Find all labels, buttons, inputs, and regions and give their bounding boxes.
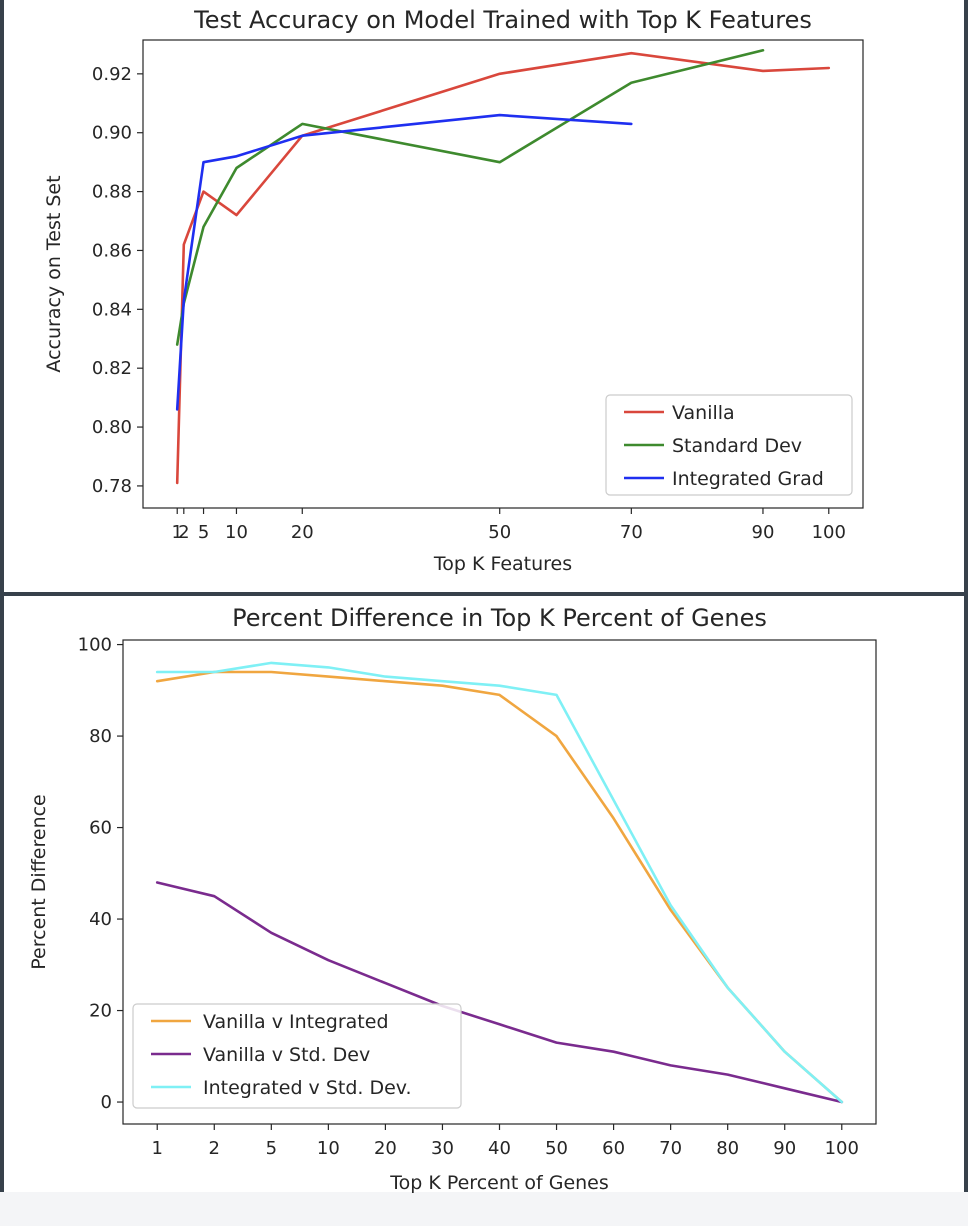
x-axis-label: Top K Features <box>433 553 572 575</box>
x-tick-label: 10 <box>317 1138 340 1159</box>
y-tick-label: 0.82 <box>92 358 132 379</box>
x-tick-label: 5 <box>198 522 209 543</box>
x-axis-label: Top K Percent of Genes <box>389 1172 609 1194</box>
y-tick-label: 20 <box>89 1001 112 1022</box>
output-divider <box>0 592 968 596</box>
legend-box <box>605 394 853 496</box>
y-tick-label: 0.80 <box>92 417 132 438</box>
x-tick-label: 5 <box>266 1138 277 1159</box>
window-footer-strip <box>0 1192 968 1226</box>
x-tick-label: 90 <box>773 1138 796 1159</box>
legend-label: Vanilla v Std. Dev <box>203 1044 370 1066</box>
y-tick-label: 0 <box>101 1092 112 1113</box>
x-tick-label: 100 <box>812 522 846 543</box>
y-tick-label: 40 <box>89 909 112 930</box>
y-tick-label: 0.88 <box>92 182 132 203</box>
y-tick-label: 0.84 <box>92 299 132 320</box>
x-tick-label: 40 <box>488 1138 511 1159</box>
legend-box <box>132 1003 462 1109</box>
window-border-right <box>964 0 968 1226</box>
legend-label: Integrated v Std. Dev. <box>203 1077 412 1099</box>
y-tick-label: 0.86 <box>92 240 132 261</box>
accuracy-chart: Test Accuracy on Model Trained with Top … <box>43 6 864 575</box>
y-tick-label: 0.90 <box>92 123 132 144</box>
percent-difference-chart: Percent Difference in Top K Percent of G… <box>28 604 877 1194</box>
y-tick-label: 60 <box>89 818 112 839</box>
y-tick-label: 80 <box>89 726 112 747</box>
legend-label: Integrated Grad <box>672 468 824 490</box>
x-tick-label: 20 <box>374 1138 397 1159</box>
x-tick-label: 10 <box>225 522 248 543</box>
plot-frame <box>142 39 864 509</box>
legend-label: Standard Dev <box>672 435 802 457</box>
x-tick-label: 70 <box>620 522 643 543</box>
x-tick-label: 50 <box>488 522 511 543</box>
y-tick-label: 0.92 <box>92 64 132 85</box>
x-tick-label: 60 <box>602 1138 625 1159</box>
x-tick-label: 30 <box>431 1138 454 1159</box>
legend-label: Vanilla <box>672 402 735 424</box>
x-tick-label: 20 <box>291 522 314 543</box>
x-tick-label: 50 <box>545 1138 568 1159</box>
x-tick-label: 70 <box>659 1138 682 1159</box>
y-tick-label: 100 <box>78 635 112 656</box>
x-tick-label: 100 <box>825 1138 859 1159</box>
y-axis-label: Percent Difference <box>28 794 50 969</box>
series-line-vanilla-v-std-dev <box>155 881 844 1104</box>
y-tick-label: 0.78 <box>92 476 132 497</box>
chart-title: Percent Difference in Top K Percent of G… <box>232 604 767 632</box>
window-border-left <box>0 0 4 1226</box>
x-tick-label: 90 <box>752 522 775 543</box>
y-axis-label: Accuracy on Test Set <box>43 175 65 372</box>
x-tick-label: 2 <box>209 1138 220 1159</box>
series-line-integrated-grad <box>175 113 633 411</box>
legend-label: Vanilla v Integrated <box>203 1011 389 1033</box>
x-tick-label: 1 <box>152 1138 163 1159</box>
series-line-standard-dev <box>175 48 765 346</box>
x-tick-label: 2 <box>178 522 189 543</box>
chart-title: Test Accuracy on Model Trained with Top … <box>193 6 812 34</box>
x-tick-label: 80 <box>716 1138 739 1159</box>
x-tick-label: 1 <box>171 522 182 543</box>
series-line-integrated-v-std-dev <box>155 661 844 1104</box>
